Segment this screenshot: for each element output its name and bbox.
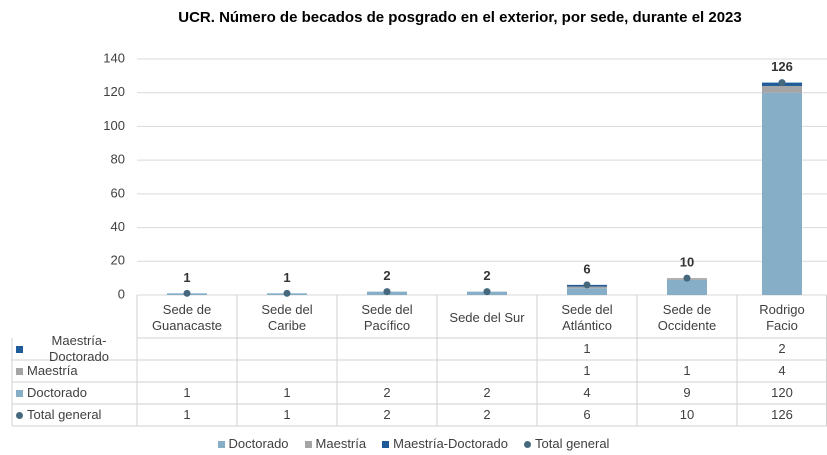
category-label: Rodrigo Facio (759, 301, 805, 333)
table-value: 2 (383, 407, 391, 422)
y-tick-label: 20 (111, 253, 125, 268)
table-value: 1 (183, 407, 191, 422)
legend-label: Maestría-Doctorado (393, 436, 508, 451)
legend-label: Maestría (315, 436, 367, 451)
table-value: 4 (583, 385, 591, 400)
y-tick-label: 100 (103, 118, 125, 133)
legend-label: Total general (535, 436, 610, 451)
category-label: Sede del Caribe (261, 301, 313, 333)
bar (667, 279, 707, 295)
legend-key (217, 440, 225, 448)
chart-title: UCR. Número de becados de posgrado en el… (178, 9, 742, 26)
legend-key (16, 345, 23, 353)
category-label: Sede del Sur (449, 309, 525, 325)
legend-item: Total general (524, 436, 609, 452)
data-label: 2 (383, 268, 390, 283)
total-marker (778, 79, 786, 87)
row-header: Maestría-Doctorado (12, 333, 137, 364)
table-value: 1 (583, 341, 591, 356)
data-label: 1 (183, 270, 190, 285)
y-tick-label: 40 (111, 219, 125, 234)
table-value: 6 (583, 407, 591, 422)
table-value: 10 (679, 407, 695, 422)
total-marker (483, 288, 491, 296)
row-label: Maestría-Doctorado (49, 333, 109, 364)
total-marker (583, 281, 591, 289)
data-label: 6 (583, 261, 590, 276)
table-value: 1 (283, 407, 291, 422)
row-header: Total general (12, 404, 137, 426)
table-value: 1 (283, 385, 291, 400)
total-marker (183, 289, 191, 297)
row-header: Maestría (12, 360, 137, 382)
row-label: Total general (27, 407, 102, 422)
total-marker (283, 289, 291, 297)
data-label: 2 (483, 268, 490, 283)
total-marker (683, 274, 691, 282)
category-label: Sede de Occidente (657, 301, 717, 333)
category-label: Sede del Atlántico (561, 301, 613, 333)
table-value: 126 (771, 407, 793, 422)
row-label: Doctorado (27, 385, 87, 400)
legend-key (16, 367, 23, 375)
table-value: 1 (183, 385, 191, 400)
legend-key (382, 440, 390, 448)
data-label: 10 (680, 255, 694, 270)
legend-item: Maestría (304, 436, 367, 452)
row-header: Doctorado (12, 382, 137, 404)
y-tick-label: 80 (111, 152, 125, 167)
bar (762, 92, 802, 295)
row-label: Maestría (27, 363, 78, 378)
table-value: 120 (771, 385, 793, 400)
table-value: 2 (483, 407, 491, 422)
legend-key (16, 389, 23, 397)
bar (567, 288, 607, 295)
legend-key (524, 440, 531, 448)
bar (762, 85, 802, 93)
table-value: 1 (683, 363, 691, 378)
table-value: 9 (683, 385, 691, 400)
y-tick-label: 140 (103, 50, 125, 65)
y-tick-label: 120 (103, 84, 125, 99)
legend-item: Doctorado (217, 436, 289, 452)
y-tick-label: 60 (111, 185, 125, 200)
total-marker (383, 288, 391, 296)
table-value: 4 (778, 363, 786, 378)
legend-key (304, 440, 312, 448)
legend-key (16, 411, 23, 419)
legend: Doctorado Maestría Maestría-Doctorado Total… (0, 434, 827, 454)
category-label: Sede de Guanacaste (151, 301, 223, 333)
legend-label: Doctorado (228, 436, 289, 451)
data-label: 126 (771, 59, 793, 74)
legend-item: Maestría-Doctorado (382, 436, 508, 452)
data-label: 1 (283, 270, 290, 285)
category-label: Sede del Pacífico (361, 301, 413, 333)
table-value: 2 (778, 341, 786, 356)
y-tick-label: 0 (118, 286, 125, 301)
table-value: 2 (383, 385, 391, 400)
table-value: 2 (483, 385, 491, 400)
table-value: 1 (583, 363, 591, 378)
